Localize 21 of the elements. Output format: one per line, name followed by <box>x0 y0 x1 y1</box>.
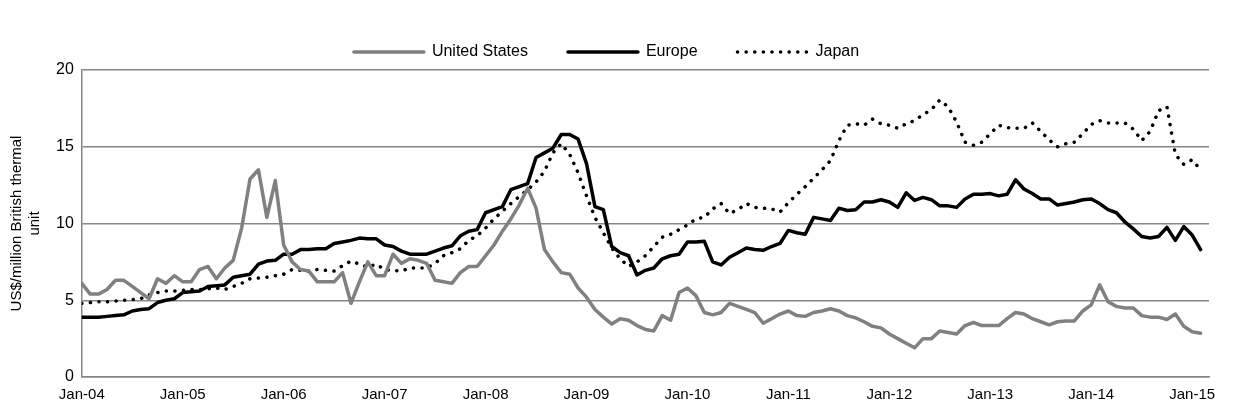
y-tick-label: 10 <box>56 213 74 231</box>
y-tick-label: 5 <box>64 290 74 308</box>
x-tick-label: Jan-14 <box>1068 385 1115 403</box>
y-tick-label: 15 <box>56 137 74 155</box>
x-tick-label: Jan-06 <box>260 385 307 403</box>
x-tick-label: Jan-08 <box>462 385 509 403</box>
x-tick-label: Jan-09 <box>563 385 610 403</box>
x-tick-label: Jan-05 <box>159 385 206 403</box>
y-tick-label: 20 <box>56 60 74 78</box>
x-tick-label: Jan-13 <box>967 385 1014 403</box>
y-axis-title: US$/million British thermal unit <box>7 135 43 312</box>
legend-label: Europe <box>645 42 698 60</box>
legend-label: Japan <box>815 42 860 60</box>
y-tick-label: 0 <box>64 367 74 385</box>
legend-label: United States <box>431 42 528 60</box>
x-tick-label: Jan-07 <box>361 385 408 403</box>
x-tick-label: Jan-15 <box>1169 385 1216 403</box>
x-tick-label: Jan-12 <box>866 385 913 403</box>
x-tick-label: Jan-10 <box>664 385 711 403</box>
x-tick-label: Jan-11 <box>766 385 811 403</box>
x-tick-label: Jan-04 <box>58 385 105 403</box>
